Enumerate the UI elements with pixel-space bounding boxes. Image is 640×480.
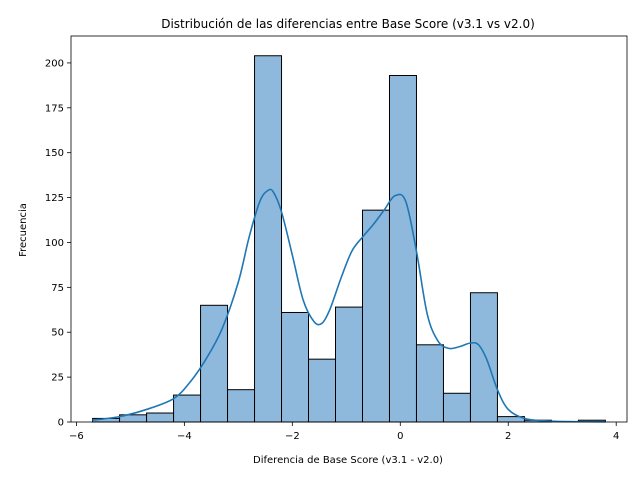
y-tick-label-2: 50 [51, 328, 64, 339]
y-tick-label-0: 0 [58, 418, 64, 429]
kde-group [92, 188, 606, 423]
plot-frame [70, 35, 628, 423]
histogram-bar-10 [361, 209, 390, 423]
histogram-bar-3 [173, 394, 202, 423]
histogram-bar-8 [308, 358, 337, 423]
y-axis-label: Frecuencia [18, 203, 29, 257]
chart-title: Distribución de las diferencias entre Ba… [161, 17, 535, 31]
histogram-bar-13 [442, 392, 471, 423]
x-tick-label-2: −2 [285, 431, 300, 442]
bars-group [92, 55, 606, 423]
axes-group: −6 −4 −2 0 2 4 0 25 50 75 100 125 150 175 200 [45, 35, 628, 442]
y-tick-label-1: 25 [51, 373, 64, 384]
y-tick-label-4: 100 [45, 238, 64, 249]
x-tick-label-1: −4 [177, 431, 192, 442]
y-tick-label-7: 175 [45, 103, 64, 114]
y-tick-label-5: 125 [45, 193, 64, 204]
x-tick-label-0: −6 [69, 431, 84, 442]
histogram-bar-5 [227, 389, 256, 423]
histogram-bar-11 [388, 74, 417, 423]
histogram-bar-12 [415, 344, 444, 423]
x-tick-label-3: 0 [397, 431, 403, 442]
histogram-bar-4 [200, 304, 229, 423]
y-tick-label-8: 200 [45, 58, 64, 69]
x-axis-label: Diferencia de Base Score (v3.1 - v2.0) [253, 455, 443, 466]
y-tick-label-3: 75 [51, 283, 64, 294]
histogram-bar-9 [335, 306, 363, 423]
histogram-bar-2 [146, 412, 175, 423]
x-tick-label-5: 4 [613, 431, 619, 442]
x-tick-label-4: 2 [505, 431, 511, 442]
histogram-bar-6 [254, 55, 283, 423]
histogram-bar-14 [469, 292, 498, 423]
histogram-bar-7 [281, 311, 310, 423]
y-tick-label-6: 150 [45, 148, 64, 159]
kde-line [92, 188, 606, 423]
